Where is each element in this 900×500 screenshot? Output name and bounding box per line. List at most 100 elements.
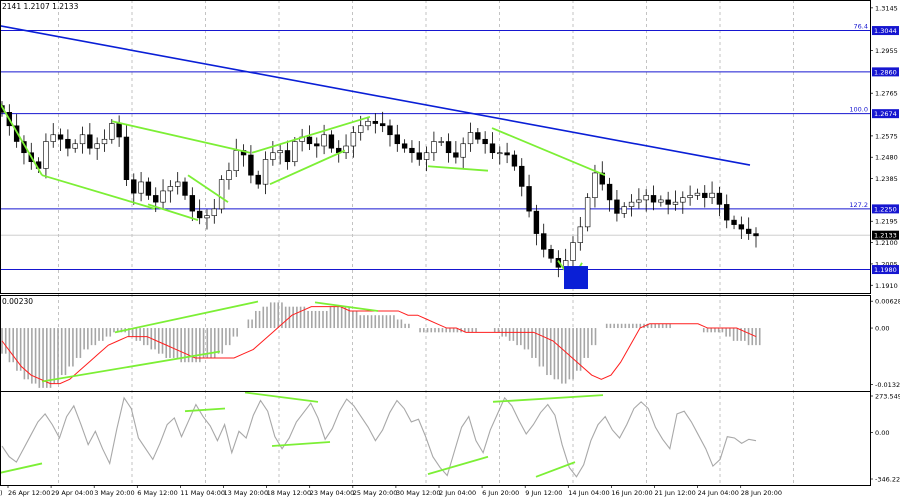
candle-body <box>262 159 269 185</box>
candle-body <box>577 226 584 243</box>
candle-body <box>650 195 657 203</box>
candle-body <box>284 150 291 163</box>
candle-body <box>306 136 313 145</box>
candle-body <box>745 228 752 234</box>
wedge-line <box>314 301 379 312</box>
level-price-box <box>872 265 899 275</box>
x-tick-label: 13 May 20:00 <box>224 489 269 497</box>
y-tick-label: 0.00 <box>875 429 889 437</box>
candle-body <box>350 132 357 147</box>
candle-body <box>401 143 408 149</box>
candle-body <box>599 172 605 185</box>
wedge-line <box>269 149 346 186</box>
candle-body <box>94 143 100 149</box>
wedge-line <box>427 455 489 476</box>
y-tick-label: 273.549 <box>875 393 900 401</box>
cci-polyline <box>1 396 757 478</box>
price-header: 2141 1.2107 1.2133 <box>2 2 79 11</box>
current-price-label: 1.2133 <box>874 232 897 240</box>
candle-body <box>724 204 730 221</box>
y-tick-label: 1.2575 <box>875 132 898 140</box>
y-tick-label: 1.2765 <box>875 90 898 98</box>
candle-body <box>467 132 474 145</box>
candle-body <box>233 150 239 172</box>
y-tick-label: 1.1910 <box>875 282 898 290</box>
candle-body <box>716 192 723 205</box>
candle-body <box>196 210 203 219</box>
level-price-box <box>872 26 899 36</box>
x-tick-label: 14 Jun 04:00 <box>568 489 609 497</box>
x-tick-label: 6 May 12:00 <box>137 489 177 497</box>
candle-body <box>694 192 701 196</box>
wedge-line <box>271 441 331 447</box>
y-tick-label: 0.00628 <box>875 298 900 306</box>
signal-line <box>1 306 757 385</box>
candle-body <box>248 154 254 176</box>
candle-body <box>753 233 759 237</box>
wedge-line <box>244 391 319 403</box>
x-tick-label: 25 May 20:00 <box>353 489 398 497</box>
level-price-label: 1.1980 <box>874 266 897 274</box>
price-y-axis: 1.3145 1.2955 1.2765 1.2575 1.2480 1.2385 1.21… <box>870 4 899 290</box>
candle-body <box>584 197 591 228</box>
macd-histogram <box>1 302 761 388</box>
candle-body <box>592 172 598 198</box>
candle-body <box>665 199 671 205</box>
wedge-line <box>114 300 259 334</box>
candle-body <box>379 123 386 127</box>
horizontal-levels: 76.4 100.0 127.2 <box>0 23 870 271</box>
macd-header: 0.00230 <box>2 297 33 306</box>
wedge-line <box>184 407 226 413</box>
x-tick-label: 24 Jun 04:00 <box>698 489 739 497</box>
candle-body <box>541 233 547 250</box>
candle-body <box>504 152 510 156</box>
x-tick-label: 29 Apr 04:00 <box>51 489 93 497</box>
candle-body <box>138 181 144 194</box>
candle-body <box>270 152 276 160</box>
bottom-marker <box>564 266 588 290</box>
candle-body <box>519 165 525 187</box>
wedge-line <box>535 461 576 478</box>
candle-body <box>606 183 613 201</box>
y-tick-label: -0.01323 <box>875 381 900 389</box>
candle-body <box>438 141 444 143</box>
fib-label: 76.4 <box>854 23 868 31</box>
candle-body <box>13 125 20 142</box>
x-axis: ) 26 Apr 12:00 29 Apr 04:00 3 May 20:00 6 Ma… <box>0 485 782 497</box>
candle-body <box>570 242 576 261</box>
candle-body <box>445 141 452 154</box>
candle-body <box>497 152 503 155</box>
vertical-grid <box>58 0 794 483</box>
candle-body <box>226 170 232 180</box>
candle-body <box>314 143 320 147</box>
y-tick-label: 1.2480 <box>875 154 898 162</box>
x-tick-label: 16 Jun 20:00 <box>611 489 652 497</box>
candle-body <box>475 132 481 140</box>
y-tick-label: 1.2005 <box>875 260 898 268</box>
candle-body <box>643 195 649 201</box>
y-tick-label: 1.2385 <box>875 175 898 183</box>
y-tick-label: 1.3145 <box>875 4 898 12</box>
candle-body <box>628 201 635 207</box>
y-tick-label: 1.2195 <box>875 218 898 226</box>
candle-body <box>533 210 540 234</box>
candle-body <box>658 199 664 203</box>
candle-body <box>548 249 554 259</box>
candle-body <box>423 152 430 160</box>
price-panel: 2141 1.2107 1.2133 76.4 100.0 127.2 1.3145… <box>0 2 899 290</box>
candle-body <box>453 152 459 158</box>
candle-body <box>328 134 335 149</box>
y-tick-label: 0.00 <box>875 325 889 333</box>
candle-body <box>218 179 225 210</box>
candle-body <box>204 215 210 219</box>
candle-body <box>365 120 371 127</box>
candle-body <box>482 138 488 145</box>
candle-body <box>43 141 49 169</box>
y-tick-label: 1.2100 <box>875 239 898 247</box>
candle-body <box>145 181 152 196</box>
candlesticks <box>0 101 759 278</box>
wedge-line <box>492 394 604 403</box>
candle-body <box>416 152 422 160</box>
level-price-label: 1.2860 <box>874 68 897 76</box>
